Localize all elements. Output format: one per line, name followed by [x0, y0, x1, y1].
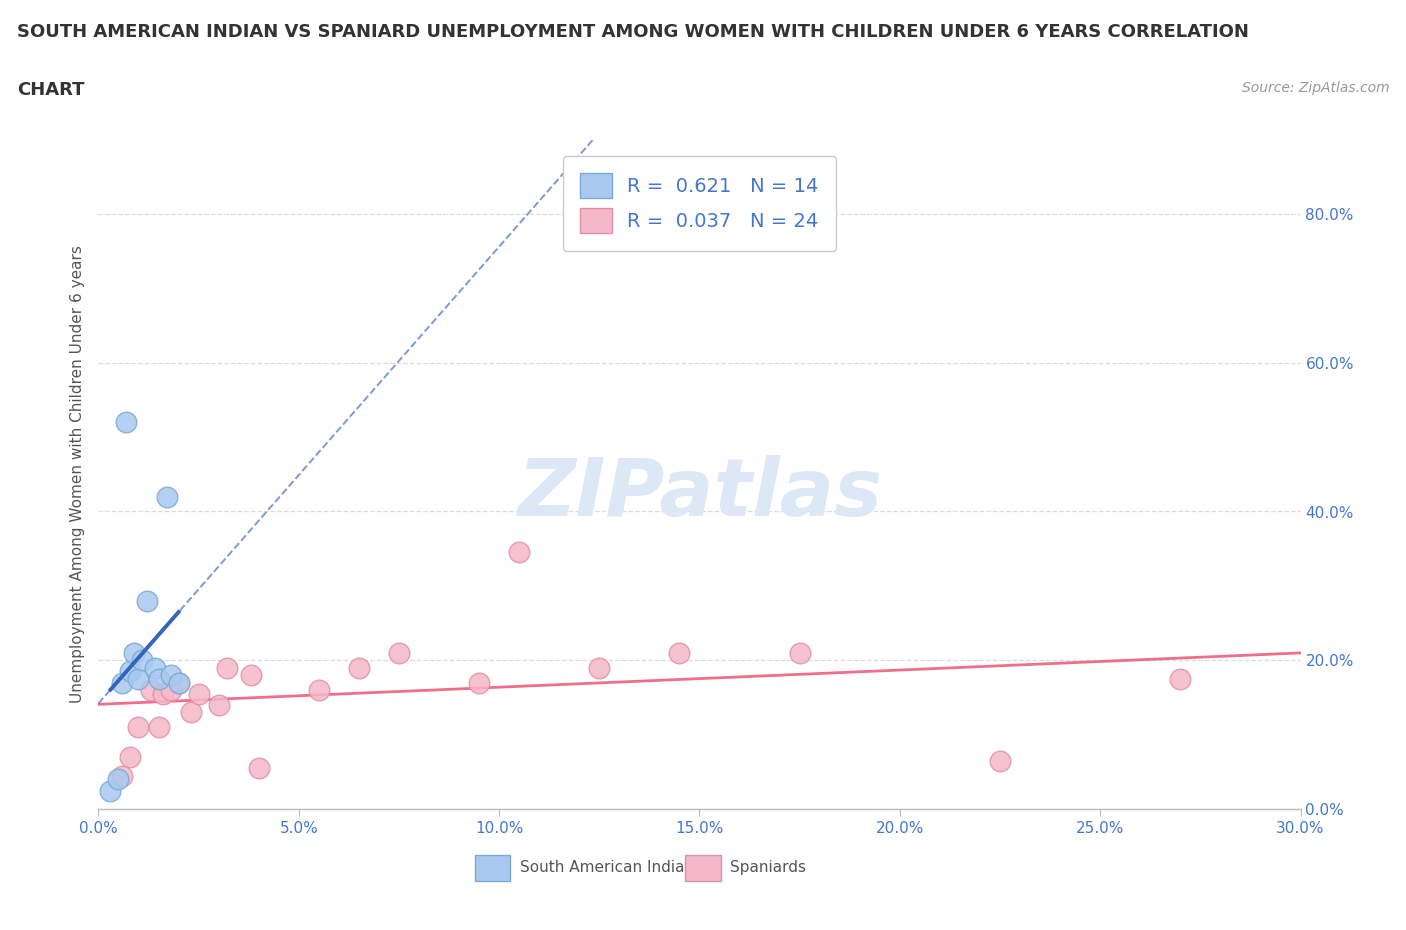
Point — [135, 593, 157, 608]
Y-axis label: Unemployment Among Women with Children Under 6 years: Unemployment Among Women with Children U… — [69, 246, 84, 703]
Point — [143, 660, 166, 675]
Point — [159, 683, 181, 698]
Point — [159, 668, 181, 683]
Point — [152, 686, 174, 701]
Point — [1170, 671, 1192, 686]
Point — [148, 671, 170, 686]
Point — [988, 753, 1011, 768]
Point — [247, 761, 270, 776]
Legend: R =  0.621   N = 14, R =  0.037   N = 24: R = 0.621 N = 14, R = 0.037 N = 24 — [562, 156, 837, 250]
Point — [155, 489, 177, 504]
Point — [180, 705, 202, 720]
Point — [111, 768, 134, 783]
Text: South American Indians: South American Indians — [520, 860, 702, 875]
Text: Source: ZipAtlas.com: Source: ZipAtlas.com — [1241, 81, 1389, 95]
Point — [100, 783, 122, 798]
Text: ZIPatlas: ZIPatlas — [517, 456, 882, 534]
Point — [347, 660, 370, 675]
Point — [668, 645, 690, 660]
Point — [208, 698, 231, 712]
Point — [468, 675, 491, 690]
Point — [187, 686, 209, 701]
Text: CHART: CHART — [17, 81, 84, 99]
Point — [239, 668, 262, 683]
Point — [789, 645, 811, 660]
Point — [215, 660, 238, 675]
Text: SOUTH AMERICAN INDIAN VS SPANIARD UNEMPLOYMENT AMONG WOMEN WITH CHILDREN UNDER 6: SOUTH AMERICAN INDIAN VS SPANIARD UNEMPL… — [17, 23, 1249, 41]
Point — [139, 683, 162, 698]
Point — [588, 660, 610, 675]
Point — [131, 653, 153, 668]
Point — [111, 675, 134, 690]
Point — [167, 675, 190, 690]
Point — [124, 645, 146, 660]
Point — [388, 645, 411, 660]
Point — [508, 545, 530, 560]
Point — [308, 683, 330, 698]
Point — [115, 415, 138, 430]
Point — [120, 664, 142, 679]
Point — [120, 750, 142, 764]
Point — [107, 772, 129, 787]
Point — [128, 671, 150, 686]
Point — [167, 675, 190, 690]
Text: Spaniards: Spaniards — [731, 860, 807, 875]
Point — [148, 720, 170, 735]
Point — [128, 720, 150, 735]
